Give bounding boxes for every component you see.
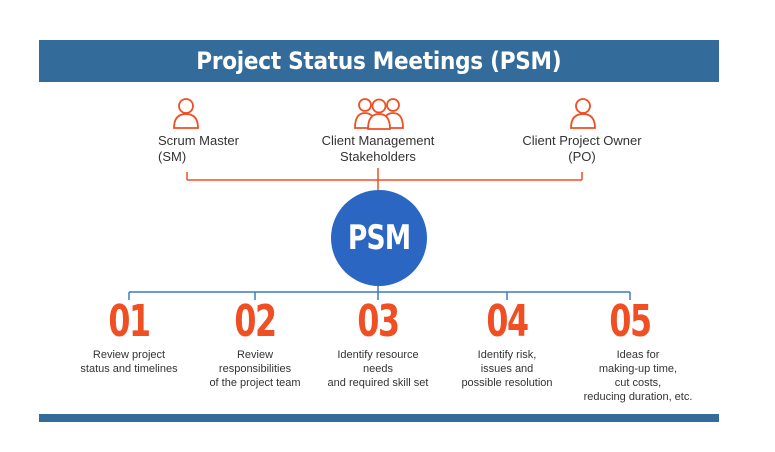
steps-connector	[128, 286, 631, 300]
step-text-4: Identify risk, issues and possible resol…	[461, 349, 553, 389]
scrum-master-person-icon	[173, 98, 199, 129]
step-text-1: Review project status and timelines	[80, 349, 178, 375]
title-banner: Project Status Meetings (PSM)	[39, 40, 719, 82]
step-number-3: 03	[357, 296, 400, 347]
footer-bar	[39, 414, 719, 422]
page-title: Project Status Meetings (PSM)	[196, 47, 562, 75]
role-label-scrum-master: Scrum Master (SM)	[158, 133, 239, 164]
step-number-2: 02	[234, 296, 277, 347]
role-label-project-owner: Client Project Owner (PO)	[522, 133, 642, 164]
roles-connector	[186, 168, 583, 190]
step-number-1: 01	[108, 296, 151, 347]
project-owner-person-icon	[570, 98, 596, 129]
step-text-2: Review responsibilities of the project t…	[209, 349, 301, 389]
step-number-4: 04	[486, 296, 529, 347]
hub-label: PSM	[347, 218, 411, 258]
role-label-stakeholders: Client Management Stakeholders	[321, 133, 435, 164]
step-text-3: Identify resource needs and required ski…	[327, 349, 429, 389]
step-number-5: 05	[609, 296, 652, 347]
psm-hub-circle: PSM	[331, 190, 427, 286]
stakeholders-group-icon	[354, 98, 404, 130]
step-text-5: Ideas for making-up time, cut costs, red…	[583, 349, 693, 403]
